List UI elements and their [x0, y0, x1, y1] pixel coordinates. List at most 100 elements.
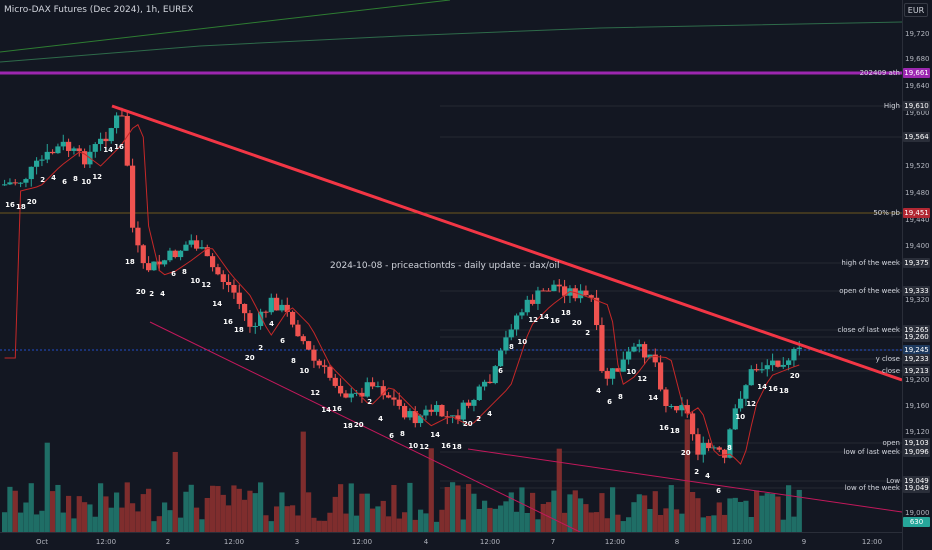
lower-channel-line: [149, 321, 581, 532]
candle-body: [668, 405, 674, 407]
volume-bar: [471, 493, 477, 532]
candle-body: [588, 295, 594, 298]
volume-bar: [322, 520, 328, 532]
candle-body: [162, 260, 168, 265]
candle-body: [514, 315, 520, 330]
volume-bar: [562, 512, 568, 532]
volume-bar: [370, 508, 376, 532]
volume-bar: [119, 507, 125, 532]
level-label: high of the week: [841, 259, 900, 267]
candle-body: [66, 141, 72, 151]
candle-body: [135, 227, 141, 246]
volume-bar: [338, 484, 344, 532]
volume-bar: [220, 494, 226, 532]
volume-bar: [258, 482, 264, 532]
candle-body: [204, 247, 210, 257]
candle-body: [695, 434, 701, 455]
candle-body: [604, 371, 610, 379]
price-tick: 19,600: [905, 109, 930, 117]
volume-bar: [599, 493, 605, 532]
volume-bar: [188, 484, 194, 532]
candle-body: [34, 160, 40, 167]
candle-body: [551, 284, 557, 292]
volume-bar: [679, 513, 685, 532]
volume-bar: [663, 508, 669, 532]
price-chart[interactable]: [0, 0, 902, 532]
volume-bar: [588, 512, 594, 532]
candle-body: [738, 398, 744, 409]
time-tick: 12:00: [479, 538, 501, 546]
price-badge: 19,213: [903, 366, 930, 376]
hour-label: 12: [201, 280, 212, 289]
volume-bar: [503, 501, 509, 532]
candle-body: [450, 415, 456, 417]
candle-body: [295, 324, 301, 337]
volume-bar: [418, 509, 424, 532]
volume-bar: [407, 482, 413, 532]
volume-bar: [524, 513, 530, 532]
candle-body: [428, 409, 434, 412]
candle-body: [247, 313, 253, 327]
volume-bar: [204, 497, 210, 532]
hour-label: 2: [476, 415, 482, 424]
candle-body: [780, 364, 786, 367]
volume-bar: [167, 510, 173, 532]
chart-title: Micro-DAX Futures (Dec 2024), 1h, EUREX: [4, 5, 194, 15]
candle-body: [343, 393, 349, 398]
price-badge: 19,564: [903, 132, 930, 142]
hour-label: 10: [626, 368, 637, 377]
volume-bar: [380, 500, 386, 532]
volume-bar: [460, 519, 466, 532]
candle-body: [439, 405, 445, 417]
price-tick: 19,720: [905, 30, 930, 38]
time-axis[interactable]: [0, 532, 902, 550]
volume-bar: [631, 502, 637, 532]
candle-body: [44, 151, 50, 160]
volume-bar: [183, 491, 189, 532]
candle-body: [663, 389, 669, 406]
level-label: open of the week: [839, 287, 900, 295]
candle-body: [700, 442, 706, 455]
descending-trendline: [111, 104, 902, 382]
price-badge: 630: [903, 517, 930, 527]
currency-button[interactable]: EUR: [904, 3, 928, 17]
candle-body: [743, 385, 749, 399]
candle-body: [183, 244, 189, 251]
volume-bar: [700, 517, 706, 532]
candle-body: [71, 148, 77, 151]
volume-bar: [156, 516, 162, 532]
price-tick: 19,680: [905, 55, 930, 63]
price-axis[interactable]: [902, 0, 932, 550]
candle-body: [524, 299, 530, 313]
volume-bar: [535, 519, 541, 532]
volume-bar: [66, 495, 72, 532]
volume-bar: [748, 517, 754, 532]
candle-body: [194, 240, 200, 249]
price-badge: 19,265: [903, 325, 930, 335]
hour-label: 2: [585, 329, 591, 338]
hour-label: 2: [258, 343, 264, 352]
candle-body: [332, 377, 338, 386]
time-tick: Oct: [35, 538, 49, 546]
volume-bar: [295, 515, 301, 532]
level-label: low of last week: [843, 448, 900, 456]
candle-body: [28, 166, 34, 180]
candle-body: [140, 245, 146, 264]
candle-body: [348, 393, 354, 398]
candle-body: [487, 381, 493, 384]
volume-bar: [162, 502, 168, 532]
candle-body: [39, 159, 45, 161]
candle-body: [172, 250, 178, 258]
candle-body: [546, 290, 552, 292]
volume-bar: [375, 506, 381, 532]
candle-body: [98, 138, 104, 145]
volume-bar: [412, 519, 418, 532]
volume-bar: [567, 494, 573, 532]
hour-label: 12: [310, 389, 321, 398]
candle-body: [796, 347, 802, 349]
volume-bar: [71, 518, 77, 532]
hour-label: 16: [332, 405, 342, 413]
candle-body: [519, 312, 525, 316]
candle-body: [444, 416, 450, 418]
candle-body: [82, 151, 88, 165]
